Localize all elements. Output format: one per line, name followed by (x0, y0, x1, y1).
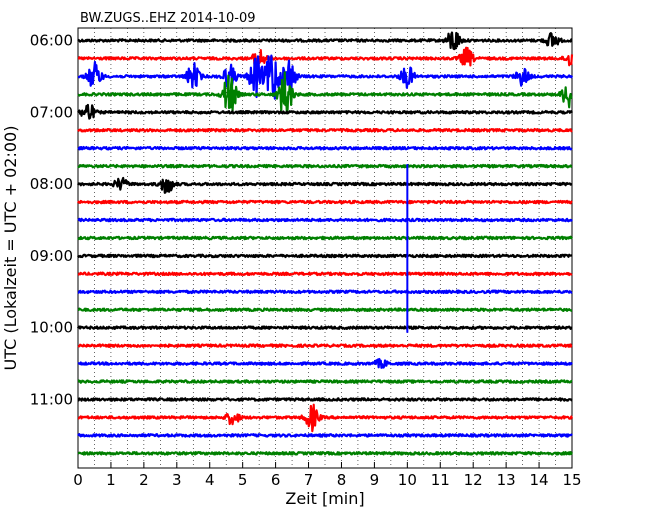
y-tick-label: 08:00 (30, 175, 73, 193)
x-tick-label: 13 (497, 471, 516, 489)
trace-line (77, 199, 573, 205)
trace-line (77, 271, 573, 277)
trace-line (77, 217, 573, 223)
trace-line (77, 357, 573, 369)
y-axis-label: UTC (Lokalzeit = UTC + 02:00) (1, 126, 20, 371)
x-tick-label: 11 (431, 471, 450, 489)
trace-line (77, 403, 574, 433)
trace-line (77, 176, 573, 194)
x-tick-label: 6 (271, 471, 281, 489)
trace-line (77, 127, 573, 133)
y-tick-label: 09:00 (30, 247, 73, 265)
y-tick-label: 07:00 (30, 103, 73, 121)
x-tick-label: 5 (238, 471, 248, 489)
x-tick-label: 12 (464, 471, 483, 489)
trace-line (77, 54, 574, 100)
trace-line (77, 343, 573, 348)
x-tick-label: 0 (73, 471, 83, 489)
x-tick-label: 15 (562, 471, 581, 489)
y-tick-label: 10:00 (30, 319, 73, 337)
trace-line (77, 103, 573, 120)
y-tick-label: 06:00 (30, 32, 73, 50)
trace-line (77, 235, 573, 241)
x-tick-label: 4 (205, 471, 215, 489)
chart-title: BW.ZUGS..EHZ 2014-10-09 (80, 11, 256, 26)
trace-line (76, 325, 573, 331)
y-tick-label: 11:00 (30, 391, 73, 409)
trace-line (77, 145, 573, 151)
trace-line (77, 46, 574, 67)
grid-lines (94, 28, 556, 468)
trace-line (77, 451, 573, 456)
trace-line (77, 433, 573, 438)
x-tick-label: 1 (106, 471, 116, 489)
trace-line (77, 397, 573, 402)
trace-line (77, 289, 573, 295)
y-axis-ticks: 06:00 07:00 08:00 09:00 10:00 11:00 (30, 32, 84, 409)
x-tick-label: 14 (530, 471, 549, 489)
trace-line (77, 163, 573, 169)
seismogram-traces (76, 31, 574, 456)
trace-line (77, 379, 573, 384)
x-tick-label: 3 (172, 471, 182, 489)
x-axis-label: Zeit [min] (285, 489, 364, 508)
trace-line (77, 71, 573, 115)
x-tick-label: 2 (139, 471, 149, 489)
x-tick-label: 10 (398, 471, 417, 489)
trace-line (77, 307, 573, 313)
x-axis-ticks: 0 1 2 3 4 5 6 7 8 9 10 11 12 13 14 15 (73, 462, 582, 489)
trace-line (77, 253, 573, 259)
x-tick-label: 9 (370, 471, 380, 489)
x-tick-label: 7 (304, 471, 314, 489)
x-tick-label: 8 (337, 471, 347, 489)
trace-line (77, 31, 573, 51)
